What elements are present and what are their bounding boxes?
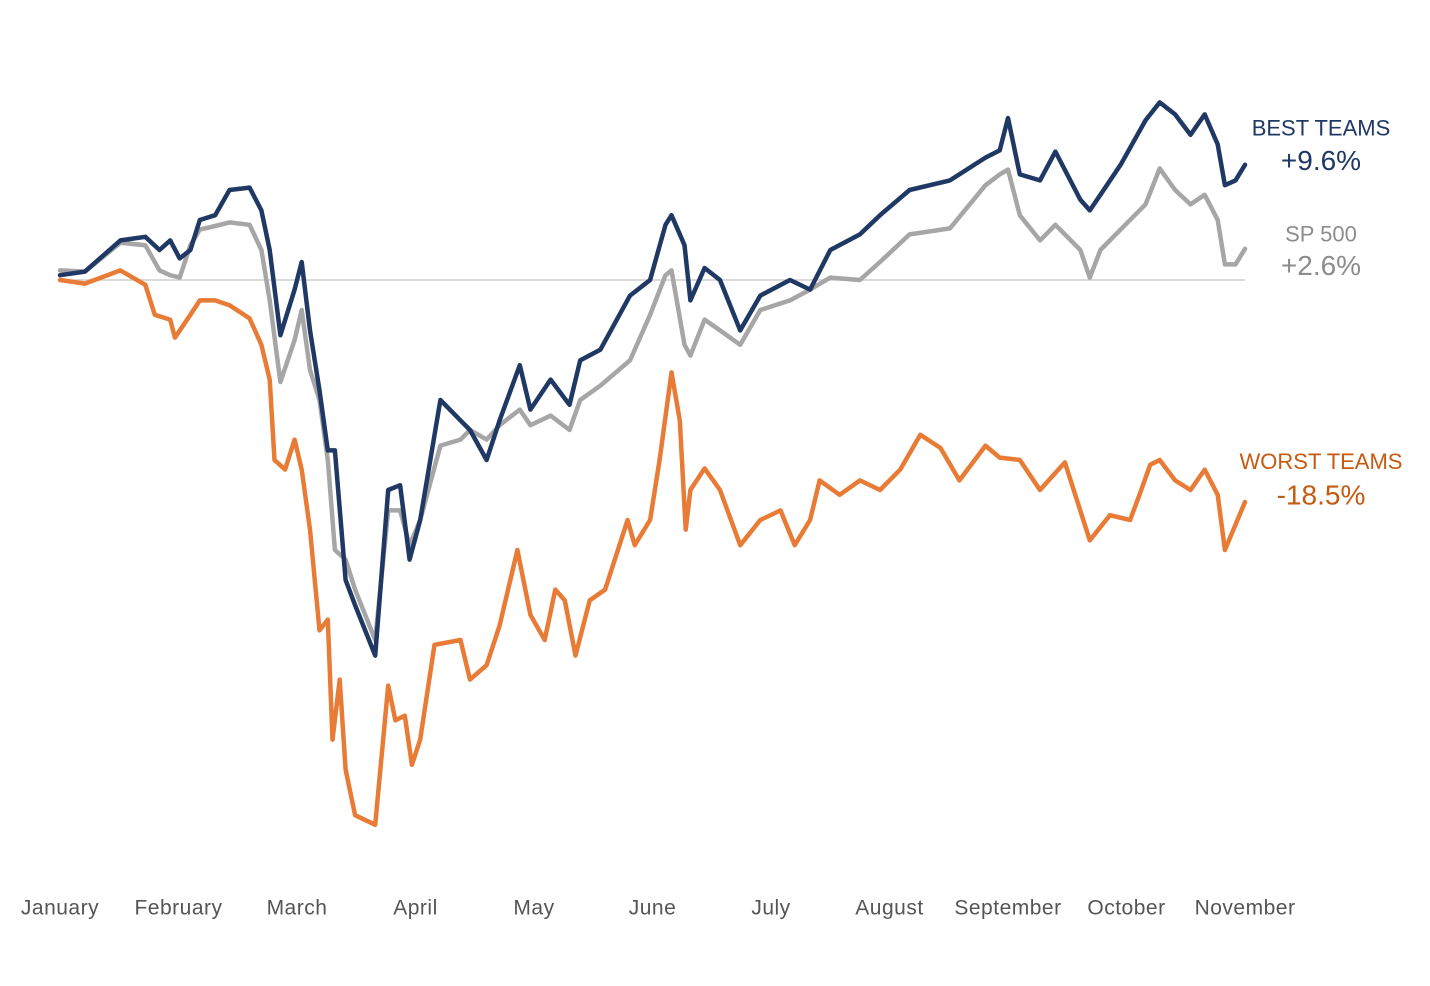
x-tick-label: October xyxy=(1087,897,1165,920)
end-value-label: +2.6% xyxy=(1281,250,1361,281)
x-tick-label: January xyxy=(21,897,99,920)
legend-name: WORST TEAMS xyxy=(1240,449,1403,474)
x-tick-label: November xyxy=(1195,897,1296,920)
x-tick-label: April xyxy=(393,897,438,920)
x-tick-label: May xyxy=(513,897,554,920)
x-tick-label: February xyxy=(134,897,222,920)
series-line xyxy=(57,100,1248,658)
legend-name: SP 500 xyxy=(1285,222,1357,247)
series-line xyxy=(57,268,1248,828)
legend-name: BEST TEAMS xyxy=(1252,116,1391,141)
x-tick-label: July xyxy=(751,897,790,920)
x-tick-label: August xyxy=(855,897,923,920)
x-tick-label: March xyxy=(267,897,328,920)
end-value-label: +9.6% xyxy=(1281,145,1361,176)
x-tick-label: June xyxy=(629,897,677,920)
end-value-label: -18.5% xyxy=(1277,479,1366,510)
series-line xyxy=(57,166,1248,643)
x-tick-label: September xyxy=(954,897,1061,920)
